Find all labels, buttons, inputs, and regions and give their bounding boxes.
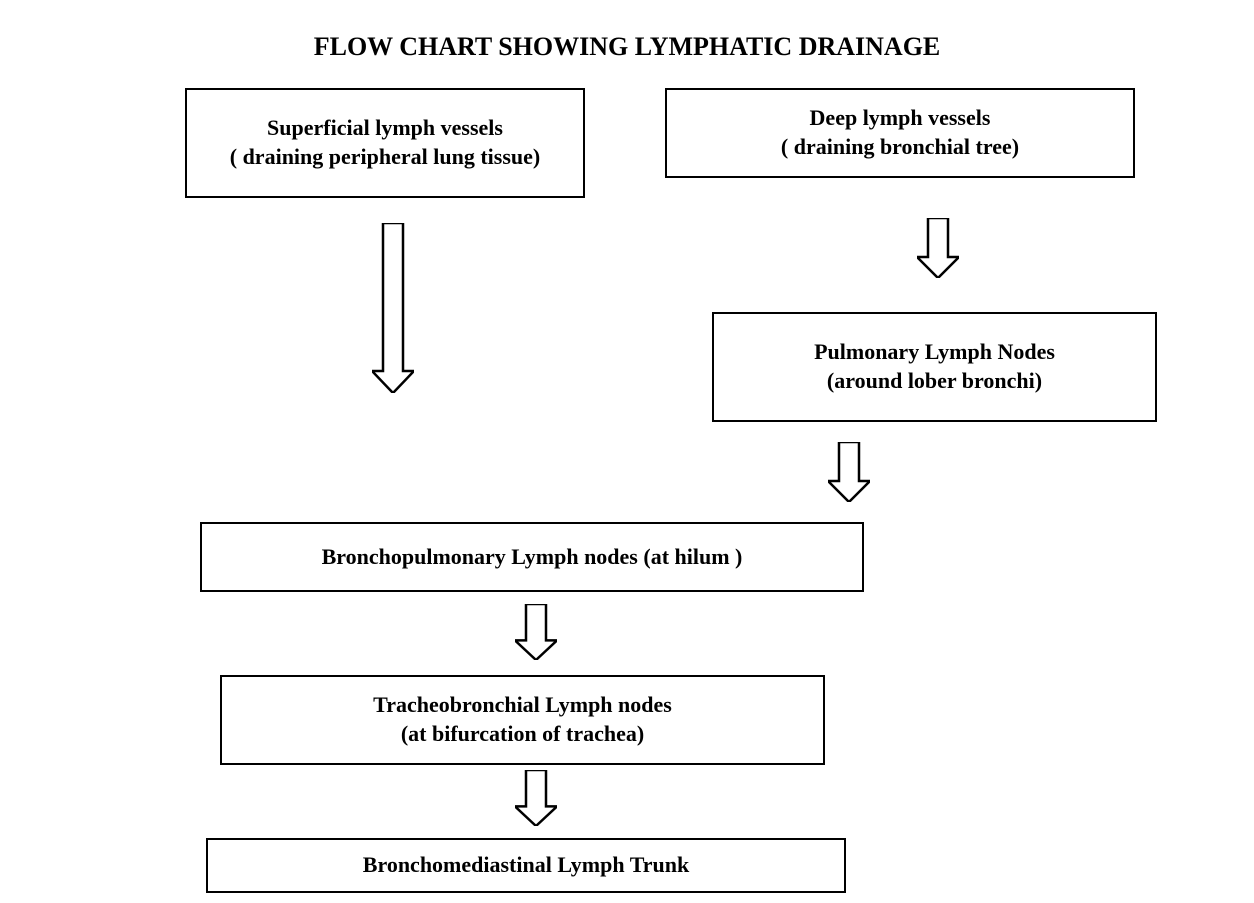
arrow-down-icon: [828, 442, 870, 502]
node-text-line1: Tracheobronchial Lymph nodes: [373, 691, 672, 720]
chart-title: FLOW CHART SHOWING LYMPHATIC DRAINAGE: [0, 32, 1254, 62]
node-text-line2: (around lober bronchi): [827, 367, 1042, 396]
node-text-line1: Deep lymph vessels: [810, 104, 991, 133]
node-text-line1: Bronchopulmonary Lymph nodes (at hilum ): [322, 543, 743, 572]
node-deep-vessels: Deep lymph vessels ( draining bronchial …: [665, 88, 1135, 178]
node-bronchomediastinal-trunk: Bronchomediastinal Lymph Trunk: [206, 838, 846, 893]
node-tracheobronchial-nodes: Tracheobronchial Lymph nodes (at bifurca…: [220, 675, 825, 765]
node-text-line2: ( draining peripheral lung tissue): [230, 143, 540, 172]
node-text-line2: (at bifurcation of trachea): [401, 720, 644, 749]
arrow-down-icon: [515, 604, 557, 660]
node-text-line1: Superficial lymph vessels: [267, 114, 503, 143]
flowchart-container: FLOW CHART SHOWING LYMPHATIC DRAINAGE Su…: [0, 0, 1254, 903]
node-pulmonary-nodes: Pulmonary Lymph Nodes (around lober bron…: [712, 312, 1157, 422]
arrow-down-icon: [515, 770, 557, 826]
node-text-line1: Bronchomediastinal Lymph Trunk: [363, 851, 689, 880]
arrow-down-icon: [917, 218, 959, 278]
node-text-line2: ( draining bronchial tree): [781, 133, 1019, 162]
node-text-line1: Pulmonary Lymph Nodes: [814, 338, 1055, 367]
node-bronchopulmonary-nodes: Bronchopulmonary Lymph nodes (at hilum ): [200, 522, 864, 592]
node-superficial-vessels: Superficial lymph vessels ( draining per…: [185, 88, 585, 198]
arrow-down-icon: [372, 223, 414, 393]
